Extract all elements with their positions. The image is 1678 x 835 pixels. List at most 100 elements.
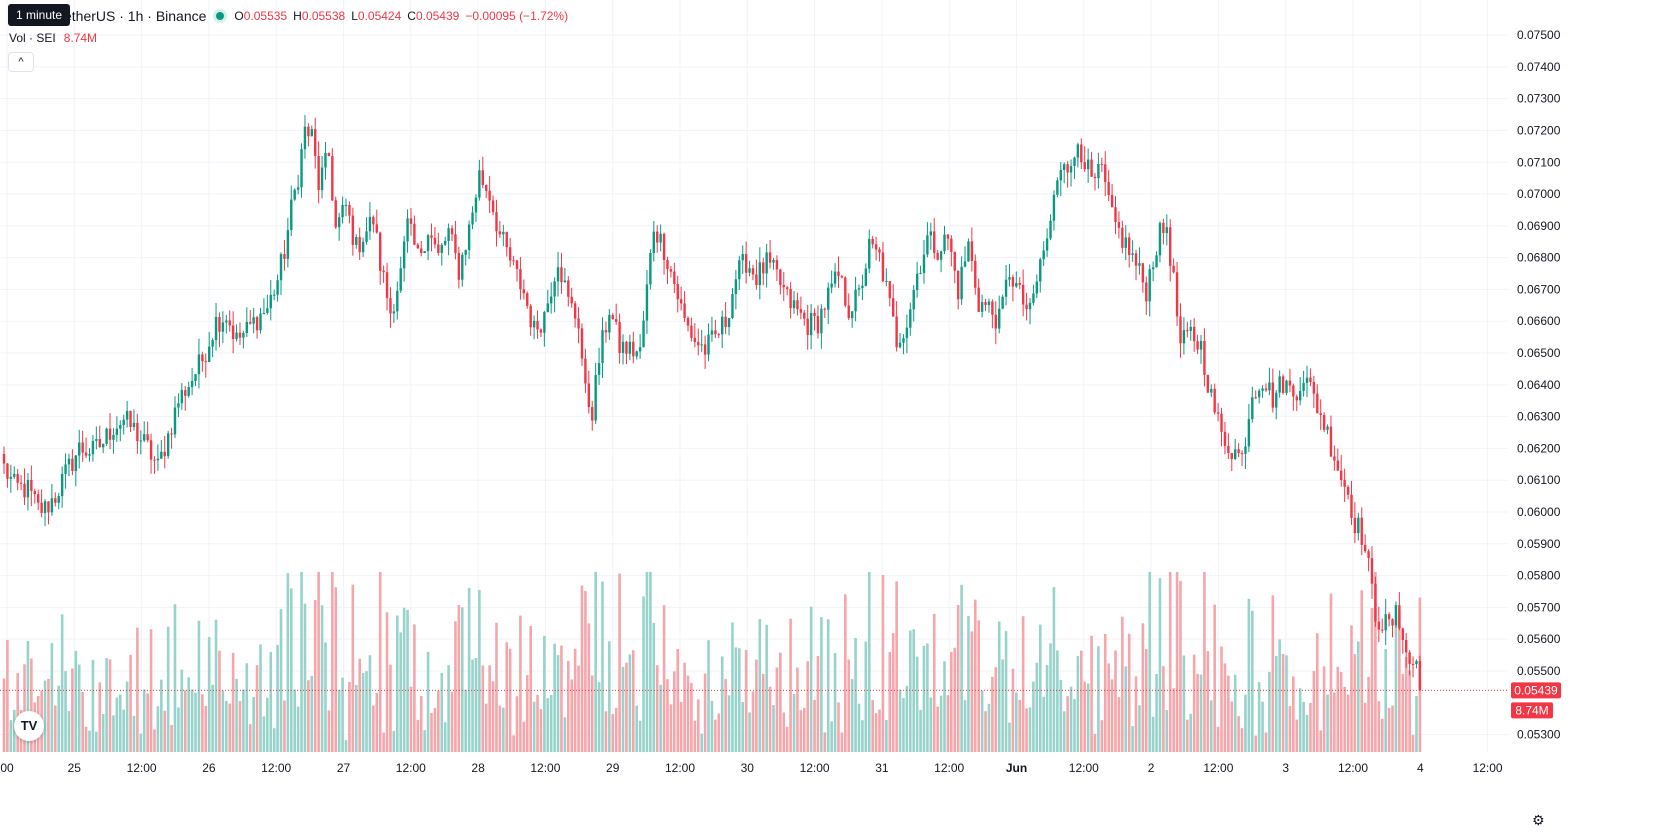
candle-body [1322, 414, 1326, 430]
y-tick-label: 0.07200 [1517, 123, 1561, 137]
volume-bar [693, 720, 697, 752]
candle-body [683, 303, 686, 318]
x-tick-label: 12:00 [127, 761, 157, 775]
candle-body [693, 337, 697, 342]
volume-bar [543, 635, 546, 752]
y-tick-label: 0.07500 [1517, 28, 1561, 42]
candle-body [1049, 220, 1052, 239]
volume-bar [1196, 673, 1199, 752]
tradingview-logo[interactable]: TV [14, 711, 44, 741]
volume-bar [54, 705, 57, 752]
volume-bar [187, 677, 190, 752]
volume-bar [118, 694, 122, 752]
collapse-legend-button[interactable]: ^ [8, 52, 34, 72]
volume-value: 8.74M [63, 31, 98, 45]
volume-bar [1080, 650, 1083, 752]
candle-body [317, 155, 320, 191]
volume-bar [967, 615, 970, 752]
candle-body [697, 341, 700, 346]
volume-bar [1271, 595, 1275, 752]
volume-bar [6, 640, 9, 752]
volume-bar [536, 694, 539, 752]
volume-bar [631, 650, 635, 752]
volume-bar [252, 696, 255, 752]
candle-body [686, 317, 690, 326]
candle-body [1295, 396, 1298, 401]
candle-body [926, 235, 929, 255]
volume-bar [782, 712, 786, 752]
market-status-dot[interactable] [216, 12, 225, 20]
candle-body [1281, 376, 1285, 393]
volume-bar [125, 681, 129, 752]
volume-bar [720, 656, 724, 752]
candle-body [379, 232, 382, 271]
candle-body [355, 237, 358, 245]
volume-bar [915, 656, 919, 752]
candle-body [628, 341, 632, 354]
candle-body [1045, 238, 1049, 251]
candle-body [731, 294, 734, 319]
volume-bar [850, 679, 854, 752]
candle-body [1076, 144, 1080, 158]
volume-bar [1144, 648, 1148, 752]
candle-body [700, 344, 703, 346]
candle-body [1015, 282, 1018, 287]
volume-bar [478, 589, 481, 752]
candle-body [912, 289, 915, 310]
volume-legend[interactable]: Vol · SEI 8.74M [9, 31, 97, 45]
open-label: O [234, 9, 244, 23]
volume-bar [963, 700, 967, 752]
candle-body [324, 152, 327, 168]
candle-body [1042, 250, 1045, 260]
candle-body [1199, 340, 1203, 350]
candle-body [1080, 144, 1083, 163]
volume-bar [980, 690, 984, 752]
candle-body [177, 403, 180, 408]
volume-bar [423, 730, 426, 752]
candle-body [19, 482, 23, 484]
volume-bar [1015, 692, 1018, 752]
volume-bar [761, 674, 765, 752]
volume-bar [1001, 659, 1004, 752]
candle-body [78, 442, 81, 456]
gear-icon[interactable]: ⚙ [1532, 812, 1545, 828]
candle-body [1203, 340, 1206, 375]
candle-body [614, 319, 618, 322]
candle-body [573, 303, 577, 319]
volume-bar [1251, 610, 1254, 752]
candle-body [269, 294, 272, 309]
volume-bar [1380, 718, 1384, 752]
candle-body [101, 443, 105, 448]
candle-body [464, 250, 467, 255]
volume-bar [1028, 707, 1032, 752]
candle-body [738, 260, 741, 280]
candle-body [871, 238, 874, 245]
volume-bar [1162, 666, 1165, 752]
volume-bar [871, 699, 874, 752]
candle-body [57, 496, 60, 503]
volume-bar [324, 642, 327, 752]
volume-bar [337, 689, 341, 752]
volume-bar [741, 702, 745, 752]
volume-bar [300, 572, 303, 752]
low-value: 0.05424 [357, 9, 402, 23]
candle-body [943, 234, 946, 252]
volume-bar [375, 693, 379, 752]
candle-body [556, 267, 560, 282]
candle-body [300, 149, 303, 188]
candle-body [30, 479, 33, 491]
volume-bar [1069, 686, 1073, 752]
volume-label: Vol · SEI [9, 31, 56, 45]
candle-body [392, 311, 396, 314]
candle-body [505, 231, 508, 248]
candle-body [956, 270, 960, 300]
candle-body [1206, 374, 1210, 393]
volume-bar [1353, 654, 1357, 752]
candle-body [591, 407, 594, 421]
volume-bar [266, 697, 269, 752]
candle-body [1381, 629, 1384, 631]
symbol-title[interactable]: etherUS · 1h · Binance [64, 8, 207, 24]
candle-body [1391, 619, 1394, 626]
volume-bar [64, 671, 67, 752]
